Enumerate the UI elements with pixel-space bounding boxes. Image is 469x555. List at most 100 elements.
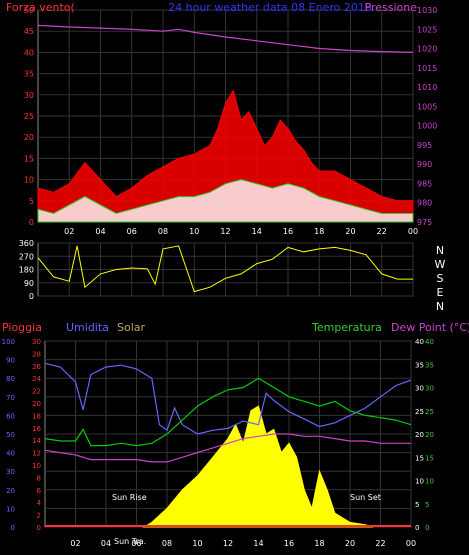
x-tick-label: 14 — [253, 539, 263, 548]
y-left-tick-label: 5 — [29, 197, 34, 206]
temperature-tick-label: 15 — [425, 454, 434, 462]
x-tick-label: 08 — [158, 227, 168, 236]
x-tick-label: 12 — [223, 539, 233, 548]
y-right-tick-label: 1030 — [417, 6, 437, 15]
humidity-tick-label: 20 — [6, 487, 15, 495]
temperature-line — [44, 377, 412, 447]
compass-label: S — [437, 272, 444, 285]
y-left-tick-label: 15 — [24, 154, 34, 163]
x-tick-label: 22 — [375, 539, 385, 548]
temperature-tick-label: 30 — [425, 385, 434, 393]
y-left-tick-label: 35 — [24, 70, 34, 79]
y-left-tick-label: 25 — [24, 112, 34, 121]
sunset-annotation: Sun Set — [350, 493, 381, 502]
x-tick-label: 08 — [162, 539, 172, 548]
solar-tick-label: 15 — [415, 454, 424, 462]
wind-speed-area — [37, 89, 414, 223]
x-tick-label: 04 — [95, 227, 105, 236]
direction-tick-label: 180 — [19, 266, 34, 275]
humidity-temperature-series — [44, 362, 412, 528]
humidity-tick-label: 10 — [6, 505, 15, 513]
temperature-tick-label: 5 — [425, 501, 429, 509]
y-right-tick-label: 1010 — [417, 83, 437, 92]
y-left-tick-label: 30 — [24, 91, 34, 100]
x-tick-label: 16 — [284, 539, 294, 548]
solar-tick-label: 30 — [415, 385, 424, 393]
wind-speed-label: Forza vento( — [6, 1, 75, 14]
dew-point-line — [44, 433, 411, 463]
rain-tick-label: 30 — [32, 338, 41, 346]
rain-tick-label: 28 — [32, 350, 41, 358]
temperature-tick-label: 20 — [425, 431, 434, 439]
wind-direction-grid — [38, 242, 414, 297]
humidity-label: Umidita — [66, 321, 109, 334]
x-tick-label: 22 — [377, 227, 387, 236]
y-right-tick-label: 990 — [417, 160, 432, 169]
temperature-tick-label: 35 — [425, 361, 434, 369]
humidity-line — [44, 362, 412, 435]
x-tick-label: 06 — [127, 227, 137, 236]
y-left-tick-label: 0 — [29, 218, 34, 227]
pressure-line — [37, 24, 414, 53]
x-tick-label: 06 — [131, 539, 141, 548]
y-right-tick-label: 1015 — [417, 64, 437, 73]
rain-tick-label: 14 — [32, 437, 41, 445]
x-tick-label: 16 — [283, 227, 293, 236]
solar-tick-label: 20 — [415, 431, 424, 439]
solar-tick-label: 5 — [415, 501, 419, 509]
pressure-label: Pressione — [365, 1, 418, 14]
rain-tick-label: 4 — [37, 499, 42, 507]
y-left-tick-label: 40 — [24, 48, 34, 57]
dew-point-label: Dew Point (°C) — [391, 321, 469, 334]
y-right-tick-label: 1025 — [417, 25, 437, 34]
x-tick-label: 00 — [408, 227, 418, 236]
humidity-tick-label: 80 — [6, 375, 15, 383]
humidity-tick-label: 30 — [6, 468, 15, 476]
y-right-tick-label: 995 — [417, 141, 432, 150]
direction-tick-label: 360 — [19, 239, 34, 248]
rain-tick-label: 24 — [32, 375, 41, 383]
x-tick-label: 12 — [220, 227, 230, 236]
solar-tick-label: 0 — [415, 524, 419, 532]
x-tick-label: 14 — [252, 227, 262, 236]
humidity-tick-label: 50 — [6, 431, 15, 439]
humidity-tick-label: 70 — [6, 394, 15, 402]
rain-tick-label: 18 — [32, 412, 41, 420]
y-right-tick-label: 975 — [417, 218, 432, 227]
compass-label: N — [436, 244, 444, 257]
temperature-tick-label: 10 — [425, 478, 434, 486]
humidity-tick-label: 40 — [6, 450, 15, 458]
y-right-tick-label: 1005 — [417, 102, 437, 111]
solar-tick-label: 25 — [415, 408, 424, 416]
temperature-tick-label: 0 — [425, 524, 429, 532]
direction-tick-label: 270 — [19, 252, 34, 261]
rain-tick-label: 16 — [32, 425, 41, 433]
rain-tick-label: 12 — [32, 450, 41, 458]
solar-tick-label: 40 — [415, 338, 424, 346]
rain-label: Pioggia — [2, 321, 42, 334]
humidity-temperature-panel: 0102030405060708090100024681012141618202… — [2, 321, 469, 548]
x-tick-label: 18 — [314, 539, 324, 548]
solar-label: Solar — [117, 321, 146, 334]
y-right-tick-label: 980 — [417, 199, 432, 208]
wind-pressure-series — [37, 24, 414, 223]
gust-area — [37, 179, 414, 223]
y-left-tick-label: 50 — [24, 6, 34, 15]
x-tick-label: 10 — [192, 539, 202, 548]
compass-label: N — [436, 300, 444, 313]
compass-label: E — [437, 286, 444, 299]
x-tick-label: 02 — [70, 539, 80, 548]
wind-direction-line — [37, 245, 413, 293]
temperature-tick-label: 40 — [425, 338, 434, 346]
y-right-tick-label: 1020 — [417, 45, 437, 54]
wind-direction-series — [37, 245, 413, 293]
x-tick-label: 04 — [101, 539, 111, 548]
rain-tick-label: 22 — [32, 388, 41, 396]
y-right-tick-label: 985 — [417, 179, 432, 188]
direction-tick-label: 0 — [29, 292, 34, 301]
rain-tick-label: 10 — [32, 462, 41, 470]
x-tick-label: 20 — [345, 539, 355, 548]
x-tick-label: 10 — [189, 227, 199, 236]
x-tick-label: 20 — [345, 227, 355, 236]
